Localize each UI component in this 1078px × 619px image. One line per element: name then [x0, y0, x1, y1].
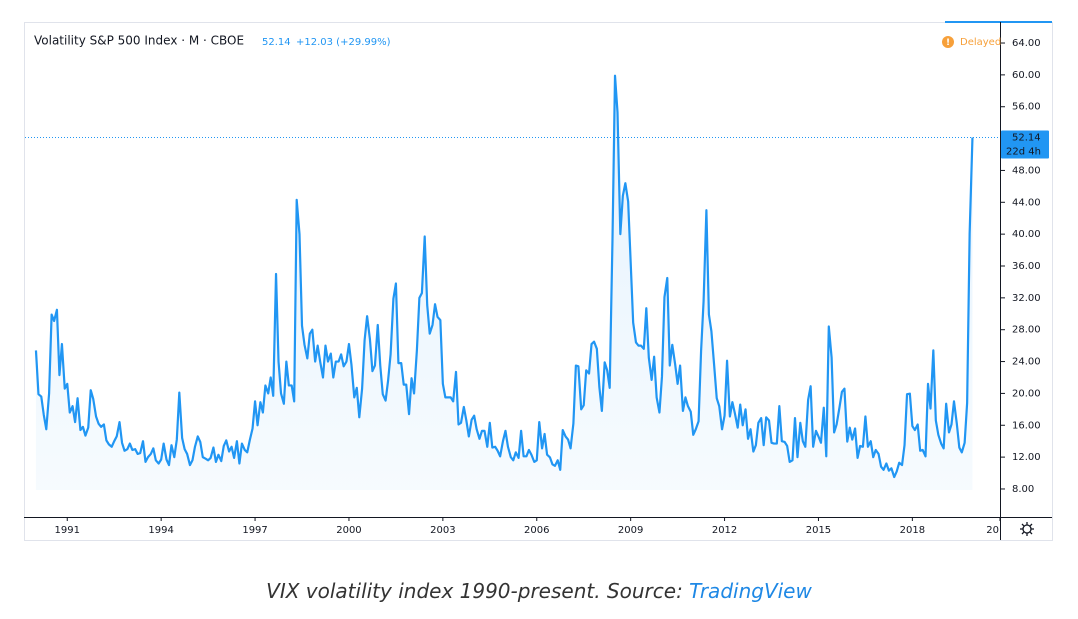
- plot-area: [34, 74, 974, 491]
- y-tick-label: 28.00: [1012, 325, 1041, 336]
- chart-title: Volatility S&P 500 Index · M · CBOE: [34, 34, 244, 48]
- delayed-status[interactable]: Delayed: [960, 37, 1001, 48]
- source-link[interactable]: TradingView: [689, 579, 812, 603]
- axes: 8.00 12.00 16.00 20.00 24.00 28.00 32.00 36.00 4…: [25, 38, 1049, 536]
- caption-text: VIX volatility index 1990-present. Sourc…: [266, 579, 683, 603]
- x-tick-label: 1997: [242, 525, 267, 536]
- y-tick-label: 60.00: [1012, 70, 1041, 81]
- y-tick-label: 44.00: [1012, 197, 1041, 208]
- y-tick-label: 40.00: [1012, 229, 1041, 240]
- x-tick-label: 2018: [900, 525, 925, 536]
- x-tick-label: 1991: [55, 525, 80, 536]
- header-value: 52.14: [262, 37, 291, 48]
- y-tick-label: 16.00: [1012, 420, 1041, 431]
- y-tick-label: 36.00: [1012, 261, 1041, 272]
- delayed-icon-mark: !: [946, 38, 950, 48]
- header-change: +12.03 (+29.99%): [296, 37, 391, 48]
- y-tick-label: 32.00: [1012, 293, 1041, 304]
- x-tick-label: 2000: [336, 525, 361, 536]
- delayed-icon: [942, 36, 954, 48]
- x-tick-label: 1994: [148, 525, 173, 536]
- y-tick-label: 8.00: [1012, 484, 1034, 495]
- countdown-label: 22d 4h: [1006, 146, 1041, 157]
- settings-icon[interactable]: [1020, 522, 1034, 536]
- caption: VIX volatility index 1990-present. Sourc…: [266, 579, 812, 603]
- y-tick-label: 20.00: [1012, 388, 1041, 399]
- y-tick-label: 56.00: [1012, 102, 1041, 113]
- x-tick-label: 2003: [430, 525, 455, 536]
- x-tick-label: 2015: [806, 525, 831, 536]
- last-value-box: [1001, 130, 1049, 159]
- y-tick-label: 24.00: [1012, 357, 1041, 368]
- y-tick-label: 64.00: [1012, 38, 1041, 49]
- x-tick-label: 20: [986, 525, 999, 536]
- last-value-label: 52.14: [1012, 132, 1041, 143]
- x-tick-label: 2009: [618, 525, 643, 536]
- x-tick-label: 2012: [712, 525, 737, 536]
- y-tick-label: 48.00: [1012, 165, 1041, 176]
- series-line: [34, 74, 974, 479]
- y-tick-label: 12.00: [1012, 452, 1041, 463]
- x-tick-label: 2006: [524, 525, 549, 536]
